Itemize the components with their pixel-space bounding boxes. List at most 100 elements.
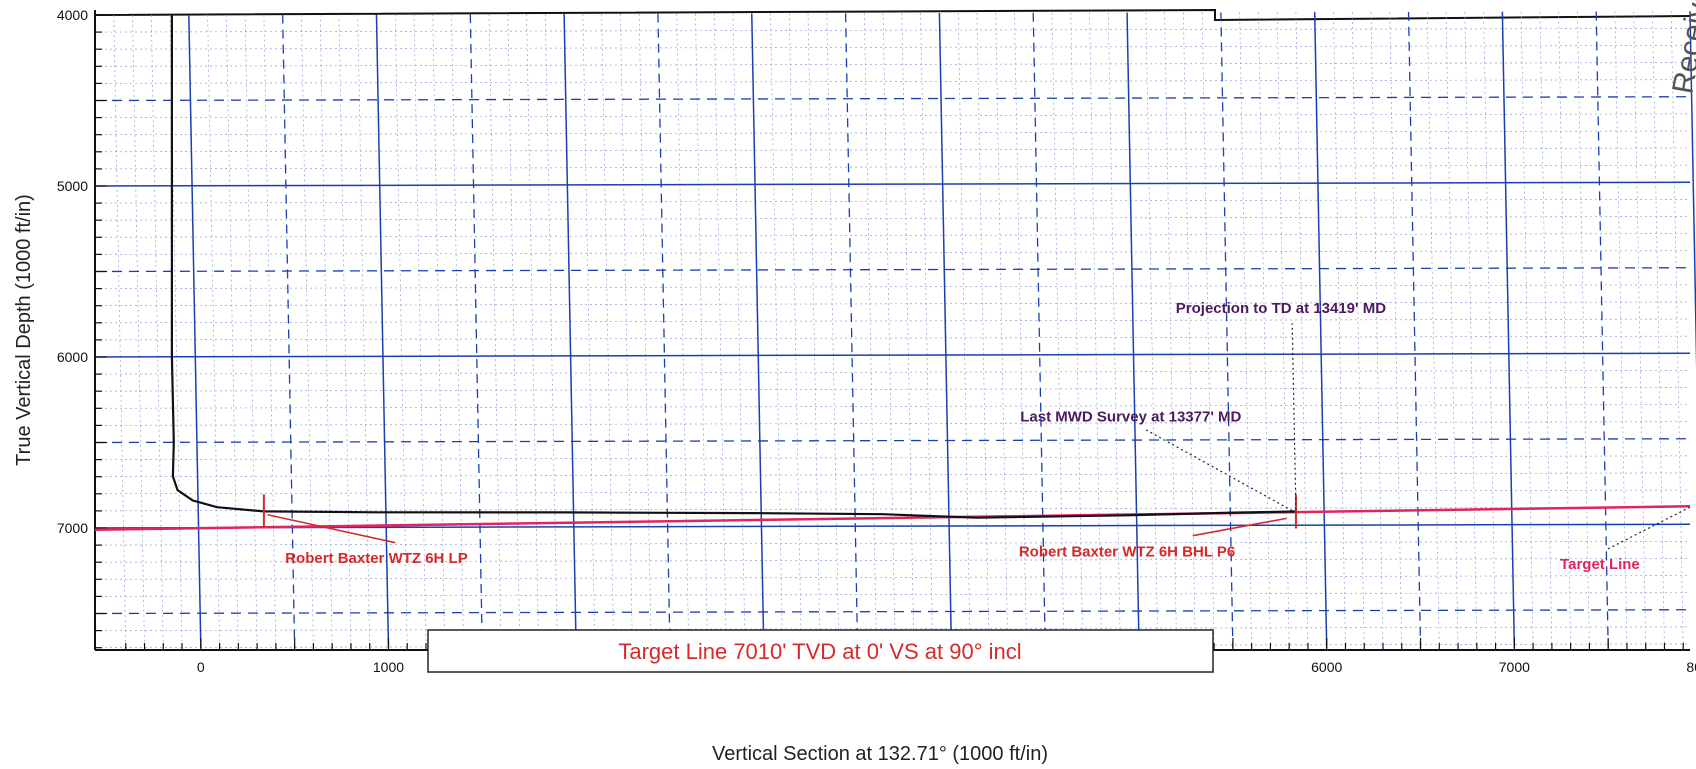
grid-minor-v [788,13,802,649]
grid-minor-v [1051,12,1065,649]
y-tick-label: 6000 [57,349,88,365]
grid-minor-v [226,14,239,649]
grid-minor-h [94,233,1691,238]
grid-minor-h [94,164,1691,170]
y-axis-title: True Vertical Depth (1000 ft/in) [13,194,35,466]
grid-major-h [94,352,1691,358]
grid-minor-v [507,14,521,649]
leader-lines [267,323,1691,551]
grid-minor-v [620,13,633,649]
grid-major-v [938,13,953,649]
grid-minor-v [713,13,727,649]
grid-minor-h [94,387,1691,392]
grid-minor-v [732,13,746,649]
grid-minor-v [526,13,539,649]
grid-minor-h [94,28,1691,33]
grid-minor-v [601,13,614,649]
grid-minor-v [1183,12,1196,649]
grid-major-h [94,181,1691,187]
grid-minor-v [1201,12,1215,649]
grid-minor-v [113,14,127,649]
grid-minor-v [451,14,464,649]
grid-minor-v [1558,11,1571,649]
grid-minor-h [94,199,1691,204]
grid-half-v [281,14,296,649]
grid-minor-v [1107,12,1121,649]
grid-minor-v [920,13,933,649]
grid-minor-h [94,62,1691,67]
grid-minor-h [94,575,1691,580]
grid-minor-v [413,14,427,649]
grid-half-h [94,609,1691,615]
grid-minor-h [94,301,1691,307]
grid-minor-h [94,558,1691,563]
grid-minor-h [94,113,1691,118]
grid-minor-h [94,370,1691,375]
grid-minor-v [1145,12,1159,649]
x-tick-label: 1000 [373,659,404,675]
grid-minor-v [319,14,333,649]
grid-minor-h [94,541,1691,546]
grid-minor-h [94,592,1691,597]
leader-projection [1291,323,1297,510]
grid-minor-v [1239,12,1252,649]
grid-minor-v [394,14,408,649]
y-tick-label: 5000 [57,178,88,194]
grid-minor-v [1539,11,1553,649]
grid-minor-v [976,12,990,649]
grid-minor-v [1164,12,1177,649]
grid-half-v [657,13,671,649]
grid-minor-v [1670,11,1684,649]
grid-minor-h [94,318,1691,324]
grid-minor-v [1276,12,1290,649]
grid-major-v [563,13,577,649]
grid-half-v [1407,11,1422,649]
annotation-projection: Projection to TD at 13419' MD [1176,300,1386,317]
grid-minor-h [94,455,1691,460]
grid-minor-v [1389,11,1403,649]
target-line [94,505,1691,531]
grid-minor-v [1070,12,1084,649]
grid-minor-h [94,79,1691,84]
target-box-label: Target Line 7010' TVD at 0' VS at 90° in… [618,639,1021,664]
grid-minor-v [1614,11,1628,649]
y-tick-labels: 4000 5000 6000 7000 [57,7,88,536]
grid-minor-h [94,472,1691,478]
minor-grid [94,11,1691,649]
grid-minor-v [301,14,314,649]
annotation-lp: Robert Baxter WTZ 6H LP [285,550,468,567]
grid-half-v [1220,12,1234,649]
grid-major-h [94,523,1691,529]
grid-major-v [188,14,202,649]
grid-minor-v [695,13,708,649]
grid-minor-v [1426,11,1440,649]
y-tick-label: 7000 [57,520,88,536]
grid-half-h [94,96,1691,102]
grid-minor-v [338,14,352,649]
grid-minor-v [1464,11,1478,649]
grid-minor-v [1258,12,1271,649]
grid-minor-h [94,489,1691,495]
grid-minor-h [94,335,1691,341]
grid-minor-v [1333,12,1346,649]
x-tick-label: 6000 [1311,659,1342,675]
annotation-mwd: Last MWD Survey at 13377' MD [1020,408,1241,425]
grid-major-v [751,13,765,649]
grid-minor-v [901,13,915,649]
grid-half-h [94,438,1691,444]
leader-lp [267,513,396,544]
grid-minor-v [582,13,596,649]
grid-minor-v [882,13,896,649]
leader-target-line [1605,506,1691,551]
x-tick-label: 0 [197,659,205,675]
grid-minor-h [94,404,1691,409]
grid-minor-h [94,284,1691,289]
annotation-target-line: Target Line [1560,556,1640,573]
grid-minor-v [1577,11,1590,649]
y-tick-label: 4000 [57,7,88,23]
grid-major-v [1126,12,1140,649]
grid-minor-v [263,14,277,649]
leader-bhl [1192,517,1287,537]
grid-minor-v [1014,12,1027,649]
target-markers [262,494,1297,529]
